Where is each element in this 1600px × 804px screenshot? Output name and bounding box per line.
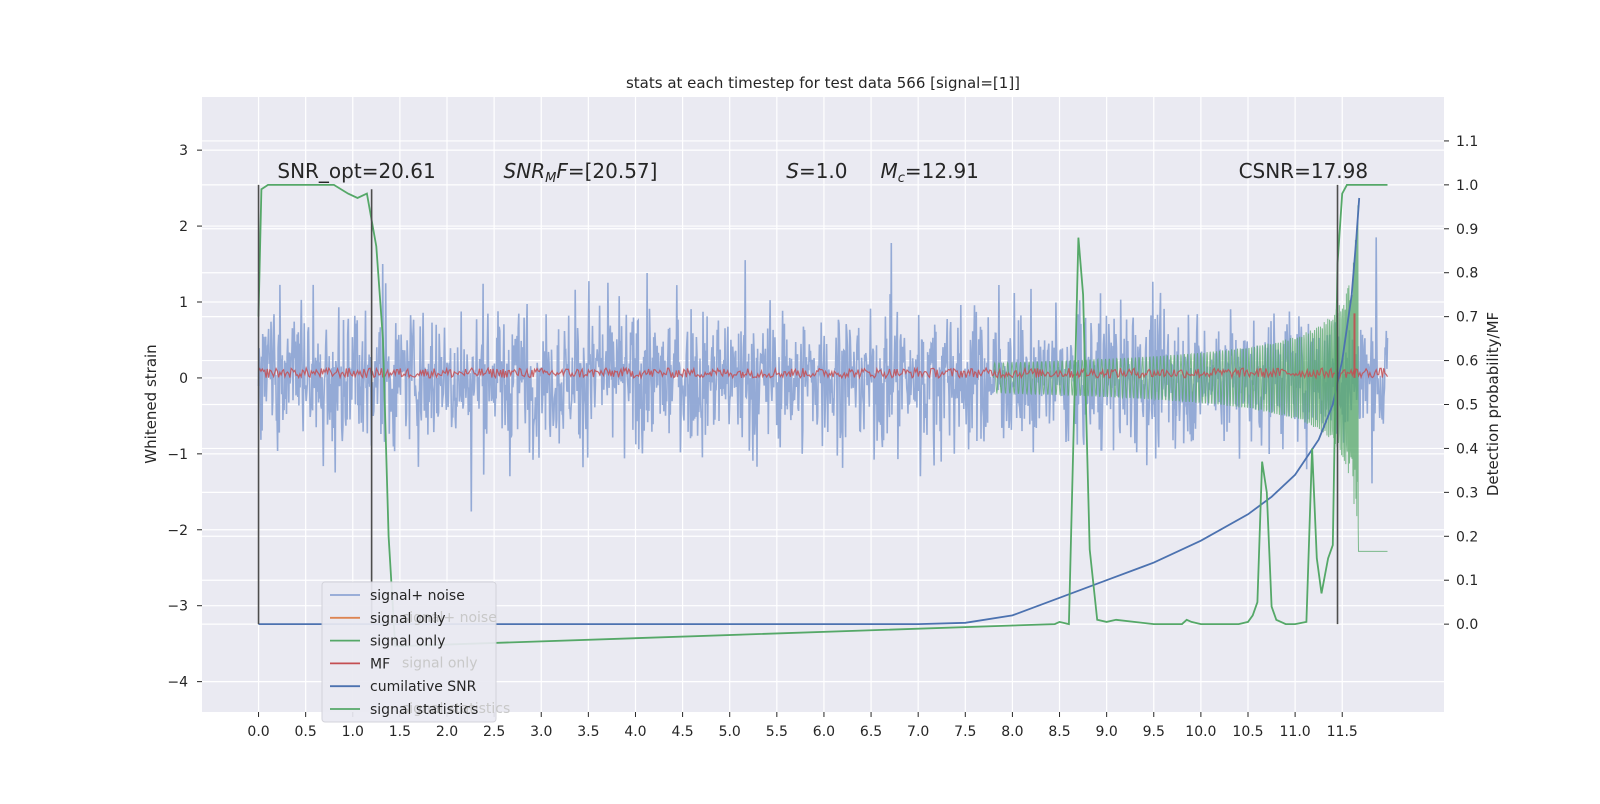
y-tick-label-right: 0.9 <box>1456 222 1478 238</box>
x-tick-label: 8.0 <box>1001 724 1023 740</box>
x-tick-label: 0.0 <box>247 724 269 740</box>
legend-ghost-label: signal statistics <box>402 701 510 717</box>
y-tick-label-right: 0.2 <box>1456 529 1478 545</box>
legend-ghost-label: signal only <box>402 655 477 671</box>
y-tick-label-right: 1.1 <box>1456 134 1478 150</box>
y-tick-label-right: 0.8 <box>1456 266 1478 282</box>
data-layer <box>257 184 1389 647</box>
x-tick-label: 6.5 <box>860 724 882 740</box>
x-tick-label: 1.5 <box>389 724 411 740</box>
legend-label: signal+ noise <box>370 588 465 604</box>
x-tick-label: 7.0 <box>907 724 929 740</box>
y-tick-label-right: 0.5 <box>1456 398 1478 414</box>
x-tick-label: 4.5 <box>671 724 693 740</box>
y-tick-label-right: 0.4 <box>1456 441 1478 457</box>
chart-title: stats at each timestep for test data 566… <box>626 74 1020 92</box>
y-tick-label-right: 0.3 <box>1456 485 1478 501</box>
x-tick-label: 0.5 <box>295 724 317 740</box>
x-tick-label: 11.5 <box>1327 724 1358 740</box>
x-tick-label: 10.0 <box>1185 724 1216 740</box>
x-tick-label: 9.0 <box>1096 724 1118 740</box>
annotation: SNR_opt=20.61 <box>277 159 435 183</box>
x-tick-label: 10.5 <box>1232 724 1263 740</box>
x-tick-label: 6.0 <box>813 724 835 740</box>
x-tick-label: 1.0 <box>342 724 364 740</box>
series-mf <box>257 365 1389 380</box>
annotation-layer: SNR_opt=20.61 SNRMF=[20.57] S=1.0 Mc=12.91 C… <box>277 159 1368 186</box>
series-signal-only-chirp <box>993 205 1388 552</box>
y-axis-label-left: Whitened strain <box>142 344 160 463</box>
y-tick-label-left: −2 <box>167 523 188 539</box>
x-tick-label: 8.5 <box>1048 724 1070 740</box>
x-tick-label: 4.0 <box>624 724 646 740</box>
y-tick-label-right: 1.0 <box>1456 178 1478 194</box>
y-tick-label-left: −4 <box>167 675 188 691</box>
y-tick-label-right: 0.1 <box>1456 573 1478 589</box>
x-tick-label: 11.0 <box>1280 724 1311 740</box>
x-tick-label: 2.5 <box>483 724 505 740</box>
series-signal-statistics <box>257 184 1388 647</box>
y-tick-label-left: 3 <box>179 143 188 159</box>
y-tick-label-right: 0.0 <box>1456 617 1478 633</box>
x-tick-label: 3.0 <box>530 724 552 740</box>
annotation: Mc=12.91 <box>880 159 978 186</box>
legend-ghost-label: signal+ noise <box>402 610 497 626</box>
legend-label: cumilative SNR <box>370 679 477 695</box>
y-tick-label-right: 0.6 <box>1456 354 1478 370</box>
series-cumulative-snr <box>258 197 1361 625</box>
y-tick-label-left: 1 <box>179 295 188 311</box>
x-tick-label: 7.5 <box>954 724 976 740</box>
x-tick-label: 3.5 <box>577 724 599 740</box>
y-tick-label-right: 0.7 <box>1456 310 1478 326</box>
annotation: S=1.0 <box>786 159 847 183</box>
x-tick-label: 5.0 <box>719 724 741 740</box>
tick-layer: 0.0 0.5 1.0 1.5 2.0 2.5 3.0 3.5 4.0 4.5 5.0 5.5 6.0 6… <box>167 134 1478 740</box>
legend-label: signal only <box>370 611 445 627</box>
legend-box <box>321 581 497 723</box>
y-tick-label-left: −3 <box>167 599 188 615</box>
annotation: SNRMF=[20.57] <box>504 159 658 186</box>
y-tick-label-left: 2 <box>179 219 188 235</box>
annotation: CSNR=17.98 <box>1239 159 1369 183</box>
legend-label: MF <box>370 656 390 672</box>
legend-label: signal only <box>370 634 445 650</box>
x-tick-label: 9.5 <box>1143 724 1165 740</box>
legend-label: signal statistics <box>370 702 478 718</box>
y-tick-label-left: −1 <box>167 447 188 463</box>
x-tick-label: 5.5 <box>766 724 788 740</box>
x-tick-label: 2.0 <box>436 724 458 740</box>
y-tick-label-left: 0 <box>179 371 188 387</box>
y-axis-label-right: Detection probability/MF <box>1484 312 1502 496</box>
